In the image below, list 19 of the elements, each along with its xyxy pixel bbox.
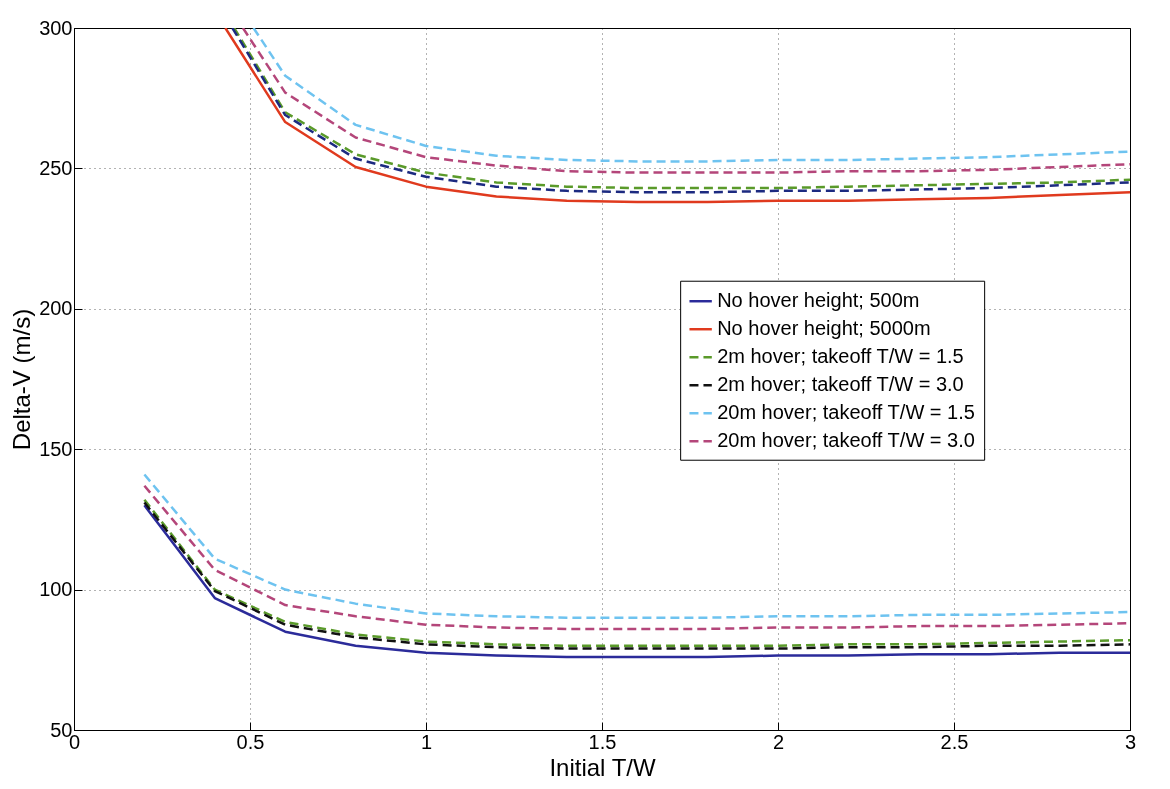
y-tick-label: 200 — [39, 297, 73, 320]
legend-label: 2m hover; takeoff T/W = 1.5 — [717, 345, 964, 368]
legend-label: No hover height; 5000m — [717, 317, 931, 340]
legend-label: No hover height; 500m — [717, 289, 920, 312]
legend-label: 20m hover; takeoff T/W = 1.5 — [717, 401, 975, 424]
y-tick-label: 150 — [39, 437, 73, 460]
x-tick-label: 0.5 — [236, 730, 265, 753]
y-axis-title: Delta-V (m/s) — [8, 308, 36, 451]
y-tick-label: 300 — [39, 16, 73, 39]
x-tick-label: 1 — [420, 730, 433, 753]
x-tick-label: 2.5 — [940, 730, 969, 753]
x-tick-label: 2 — [772, 730, 785, 753]
legend-label: 2m hover; takeoff T/W = 3.0 — [717, 373, 964, 396]
x-tick-label: 1.5 — [588, 730, 617, 753]
y-tick-label: 250 — [39, 156, 73, 179]
y-tick-label: 100 — [39, 578, 73, 601]
legend-label: 20m hover; takeoff T/W = 3.0 — [717, 429, 975, 452]
x-axis-title: Initial T/W — [549, 753, 656, 781]
x-tick-label: 3 — [1124, 730, 1137, 753]
